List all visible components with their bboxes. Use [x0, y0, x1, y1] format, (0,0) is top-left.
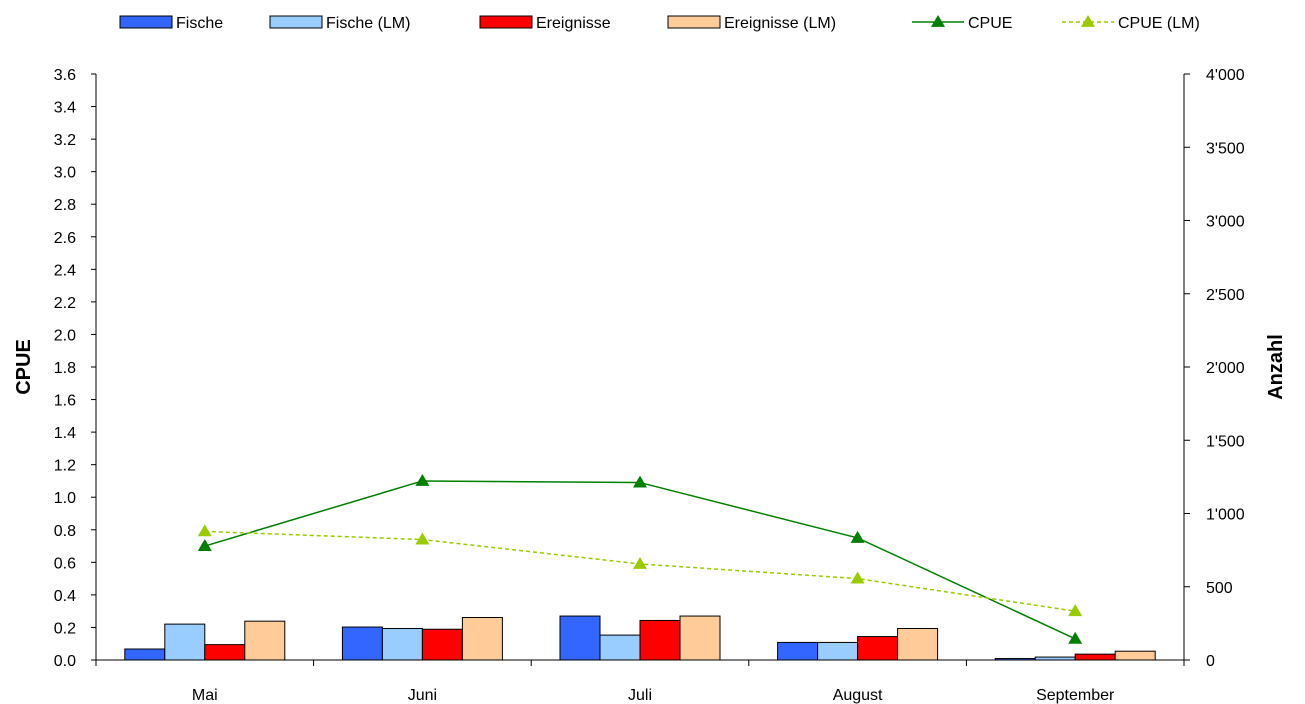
right-tick-label: 500 [1206, 580, 1233, 597]
bar-0-4 [994, 658, 1036, 661]
bar-1-0 [164, 623, 206, 661]
left-tick-label: 1.0 [54, 490, 76, 507]
legend-swatch-2 [479, 15, 533, 29]
bar-3-0 [244, 620, 286, 661]
line-point-0-0 [197, 539, 212, 551]
line-point-1-1 [415, 532, 430, 545]
right-tick-label: 4'000 [1206, 67, 1245, 84]
x-tick-label: August [833, 687, 883, 704]
legend-marker-5 [1081, 15, 1095, 27]
bar-3-3 [897, 628, 939, 661]
right-tick-label: 1'500 [1206, 433, 1245, 450]
line-point-1-0 [197, 524, 212, 537]
left-axis-title: CPUE [13, 339, 35, 395]
legend-marker-4 [931, 15, 945, 27]
line-point-1-2 [633, 556, 647, 569]
line-point-1-3 [850, 571, 865, 584]
x-tick-label: Juni [408, 687, 437, 704]
bar-3-1 [461, 617, 503, 661]
bar-0-1 [341, 626, 383, 661]
right-tick-label: 2'000 [1206, 360, 1245, 377]
left-tick-label: 3.6 [54, 67, 76, 84]
bar-3-4 [1114, 650, 1156, 661]
bar-0-0 [124, 648, 166, 661]
left-tick-label: 0.6 [54, 555, 76, 572]
line-series-1 [204, 530, 1076, 612]
bar-0-2 [559, 615, 601, 661]
left-tick-label: 0.4 [54, 588, 76, 605]
legend-swatch-0 [119, 15, 173, 29]
bar-1-3 [817, 641, 859, 661]
line-point-0-4 [1068, 631, 1083, 644]
bar-1-1 [381, 628, 423, 661]
left-tick-label: 1.8 [54, 360, 76, 377]
legend-label-5: CPUE (LM) [1118, 15, 1200, 32]
left-tick-label: 1.2 [54, 458, 76, 475]
left-tick-label: 2.6 [54, 230, 76, 247]
legend-swatch-3 [667, 15, 721, 29]
bar-3-2 [679, 615, 721, 661]
left-tick-label: 1.4 [54, 425, 76, 442]
left-tick-label: 1.6 [54, 393, 76, 410]
legend-swatch-1 [269, 15, 323, 29]
bar-2-0 [204, 644, 246, 661]
line-point-0-3 [850, 530, 865, 543]
legend-label-4: CPUE [968, 15, 1012, 32]
line-point-0-1 [415, 473, 430, 486]
left-tick-label: 2.0 [54, 327, 76, 344]
right-tick-label: 2'500 [1206, 287, 1245, 304]
left-tick-label: 2.8 [54, 197, 76, 214]
right-axis-title: Anzahl [1265, 334, 1287, 400]
left-tick-label: 3.2 [54, 132, 76, 149]
right-tick-label: 1'000 [1206, 507, 1245, 524]
right-tick-label: 3'000 [1206, 214, 1245, 231]
line-point-1-4 [1068, 604, 1083, 617]
x-tick-label: September [1036, 687, 1115, 704]
bar-1-4 [1034, 656, 1076, 661]
right-tick-label: 0 [1206, 653, 1215, 670]
x-tick-label: Mai [192, 687, 218, 704]
left-tick-label: 2.2 [54, 295, 76, 312]
legend-label-0: Fische [176, 15, 223, 32]
legend-label-1: Fische (LM) [326, 15, 410, 32]
x-tick-label: Juli [628, 687, 652, 704]
right-tick-label: 3'500 [1206, 140, 1245, 157]
left-tick-label: 2.4 [54, 262, 76, 279]
legend-label-2: Ereignisse [536, 15, 611, 32]
bar-2-1 [421, 628, 463, 661]
bar-2-4 [1074, 653, 1116, 661]
line-point-0-2 [633, 475, 647, 488]
bar-0-3 [777, 641, 819, 661]
legend-label-3: Ereignisse (LM) [724, 15, 836, 32]
bar-2-2 [639, 619, 681, 661]
left-tick-label: 3.4 [54, 100, 76, 117]
bar-1-2 [599, 634, 641, 661]
bar-2-3 [857, 636, 899, 661]
left-tick-label: 0.8 [54, 523, 76, 540]
left-tick-label: 3.0 [54, 165, 76, 182]
left-tick-label: 0.0 [54, 653, 76, 670]
left-tick-label: 0.2 [54, 620, 76, 637]
